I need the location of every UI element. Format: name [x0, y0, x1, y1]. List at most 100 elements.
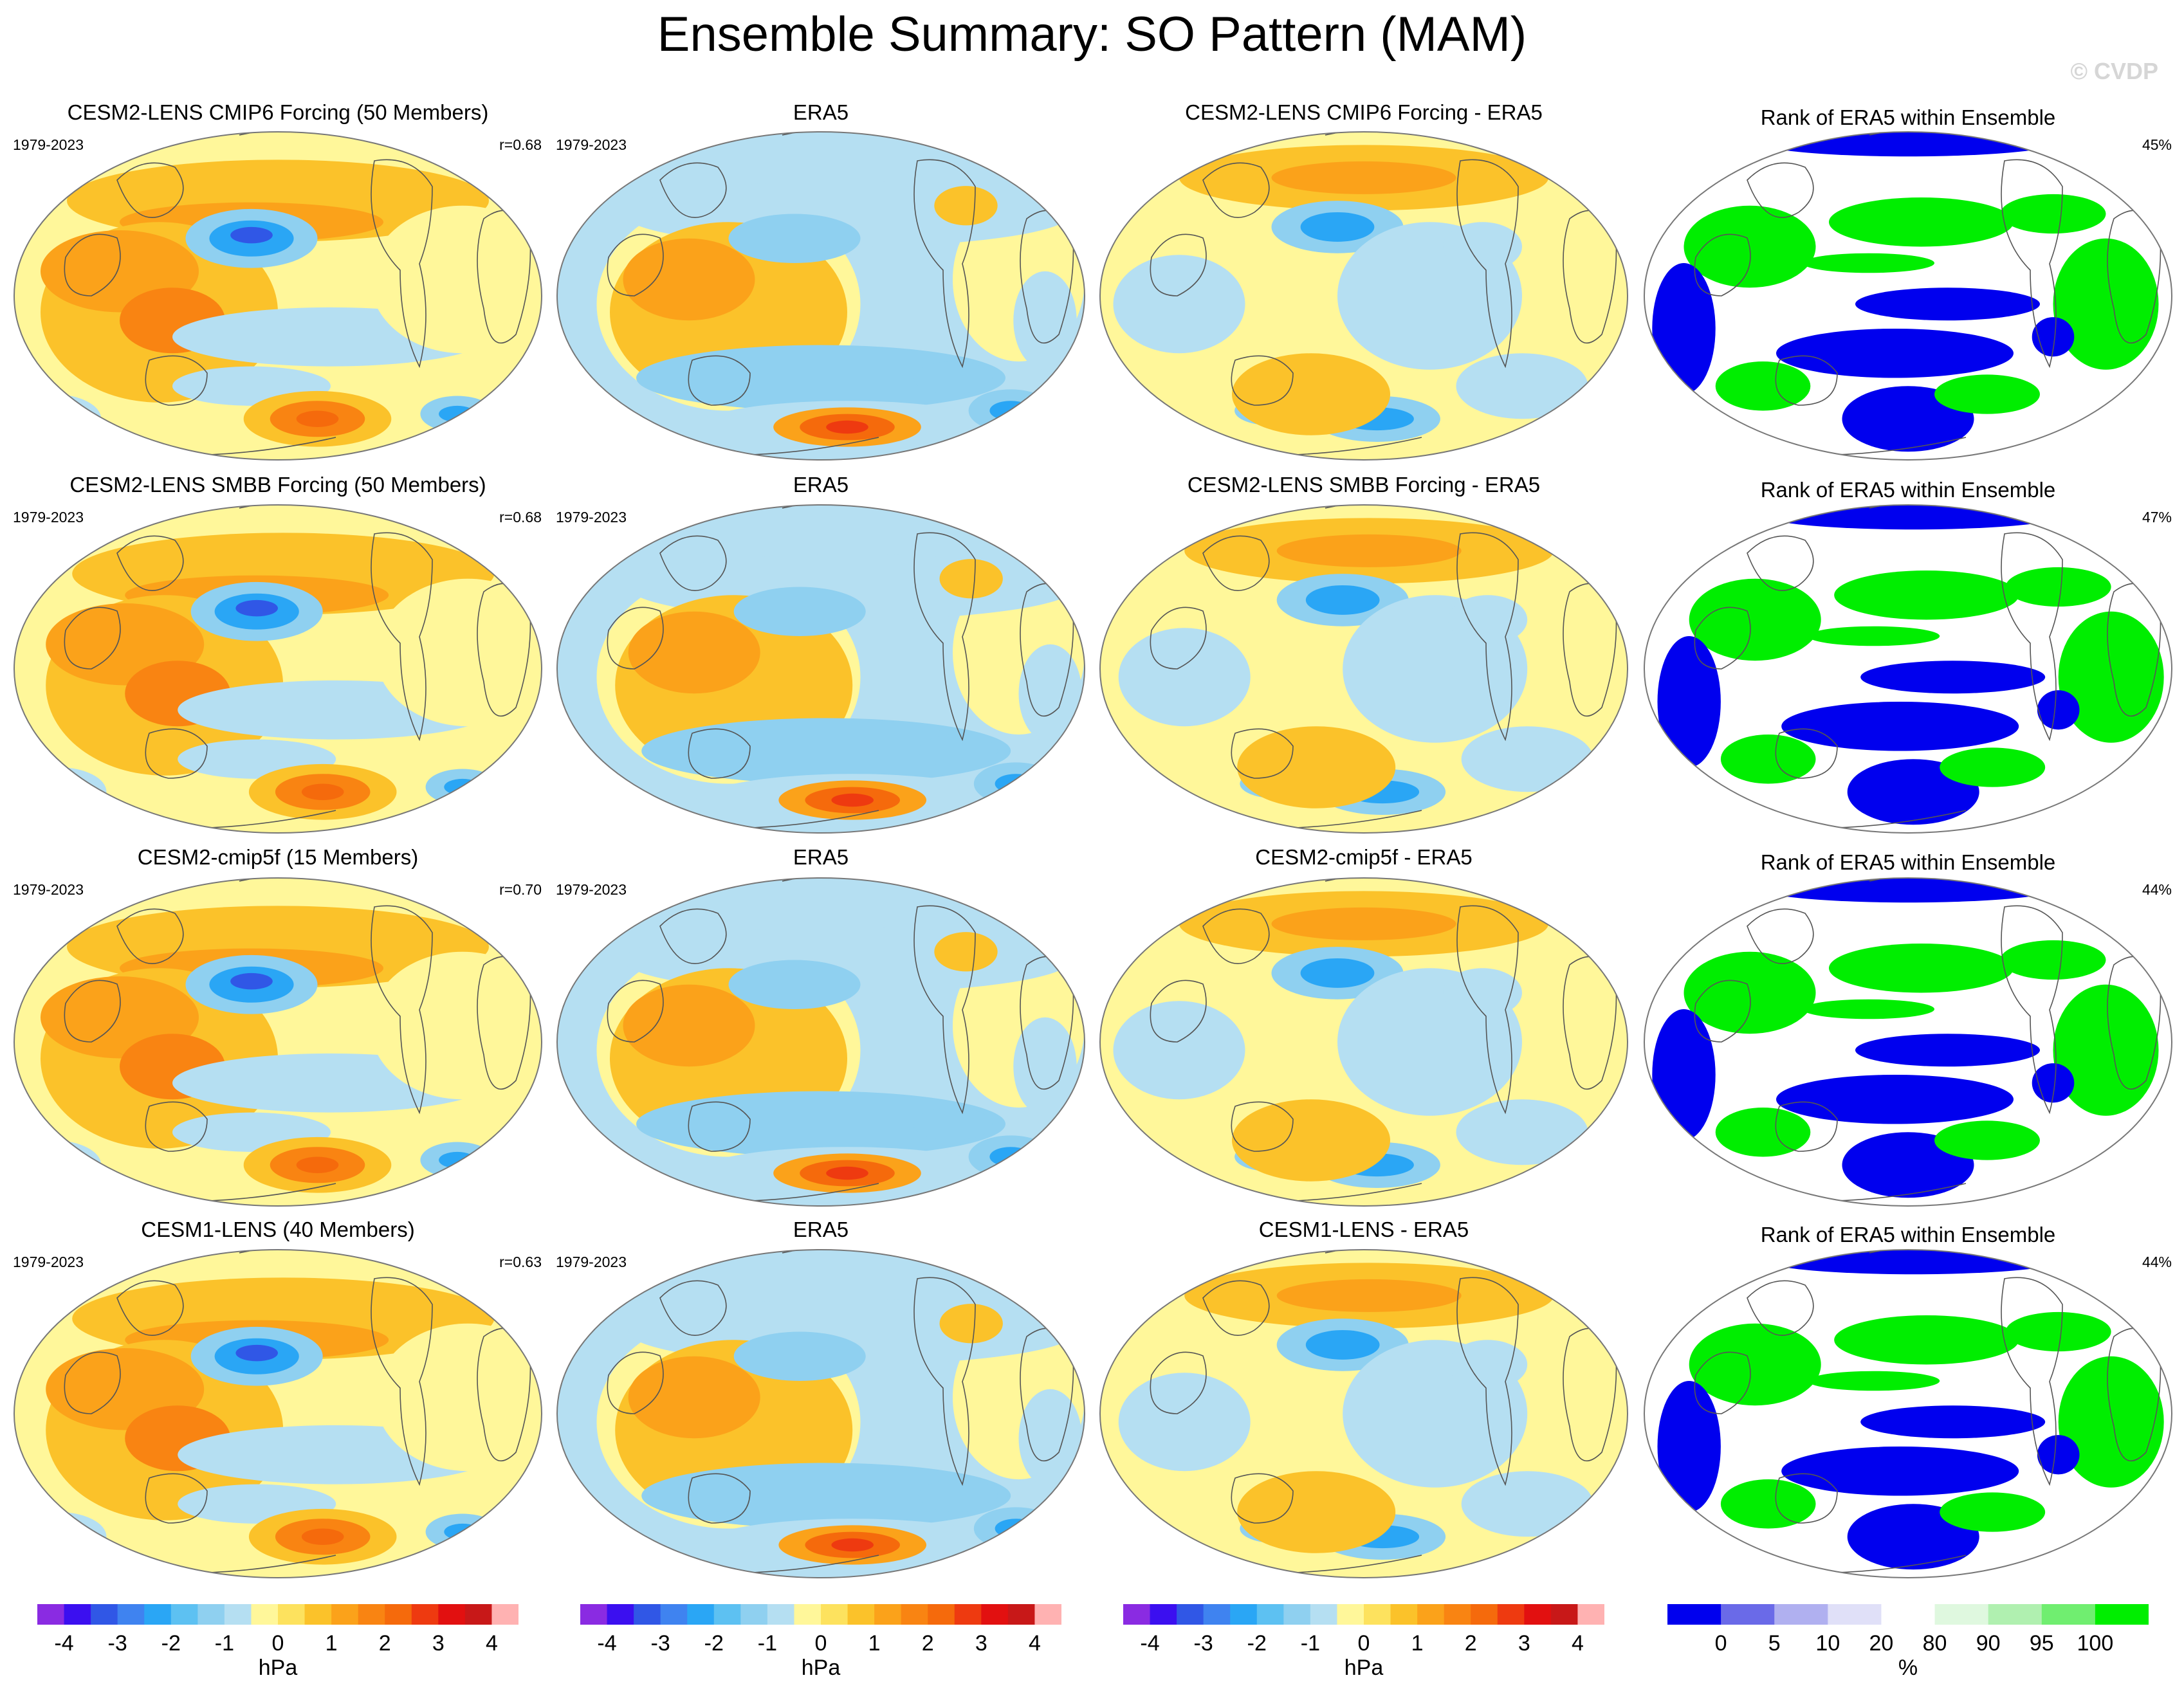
colorbar-swatch — [1283, 1604, 1311, 1625]
colorbar-swatch — [607, 1604, 634, 1625]
pattern-correlation: r=0.63 — [499, 1254, 542, 1270]
colorbar-tick-label: 0 — [271, 1631, 284, 1656]
contour-region — [1018, 1389, 1082, 1488]
contour-region — [831, 1538, 874, 1552]
contour-region — [1808, 626, 1940, 646]
coastline — [371, 159, 433, 369]
contour-region — [2058, 611, 2164, 743]
coastline — [145, 1101, 208, 1152]
colorbar-swatch — [928, 1604, 955, 1625]
contour-region — [1113, 1001, 1245, 1100]
colorbar-tick-label: -3 — [107, 1631, 127, 1656]
colorbar-tick-label: 2 — [378, 1631, 391, 1656]
coastline — [1747, 1280, 1814, 1336]
colorbar-unit: % — [1898, 1656, 1918, 1680]
colorbar-tick-label: 0 — [1357, 1631, 1370, 1656]
colorbar-swatch — [91, 1604, 118, 1625]
coastline — [1202, 162, 1270, 218]
contour-region — [2032, 1063, 2075, 1103]
contour-region — [1448, 1340, 1528, 1389]
contour-region — [1461, 1471, 1593, 1537]
coastline — [1202, 1280, 1270, 1336]
contour-region — [995, 774, 1038, 794]
rank-map — [1644, 877, 2172, 1207]
rank-colorbar — [1667, 1604, 2149, 1625]
coastline — [1694, 233, 1751, 297]
colorbar-tick-label: -1 — [214, 1631, 234, 1656]
contour-region — [1456, 353, 1588, 419]
period-label: 1979-2023 — [556, 509, 627, 525]
contour-region — [1657, 636, 1721, 767]
coastline — [1694, 1351, 1751, 1414]
colorbar-swatch — [1934, 1604, 1989, 1625]
coastline — [1775, 1473, 1838, 1524]
colorbar-swatch — [1337, 1604, 1364, 1625]
pressure-colorbar — [580, 1604, 1061, 1625]
colorbar-swatch — [224, 1604, 252, 1625]
contour-region — [1456, 1099, 1588, 1165]
colorbar-swatch — [874, 1604, 902, 1625]
coastline — [371, 532, 433, 742]
contour-region — [1781, 1447, 2019, 1496]
panel-title: Rank of ERA5 within Ensemble — [1760, 850, 2056, 874]
map-boundary — [556, 131, 1085, 461]
contour-region — [1013, 1017, 1077, 1116]
contour-region — [1276, 534, 1462, 567]
obs-map — [556, 131, 1085, 461]
contour-region — [1657, 1381, 1721, 1512]
contour-region — [1232, 353, 1390, 435]
period-label: 1979-2023 — [13, 1254, 84, 1270]
contour-region — [1776, 1075, 2014, 1124]
colorbar-swatch — [304, 1604, 332, 1625]
diff-map — [1099, 877, 1628, 1207]
pattern-correlation: r=0.68 — [499, 509, 542, 525]
contour-region — [1750, 878, 2066, 903]
panel-title: CESM2-cmip5f (15 Members) — [137, 845, 419, 869]
colorbar-tick-label: 1 — [325, 1631, 338, 1656]
colorbar-swatch — [1364, 1604, 1391, 1625]
colorbar-swatch — [2041, 1604, 2096, 1625]
coastline — [607, 233, 664, 297]
panel-title: Rank of ERA5 within Ensemble — [1760, 478, 2056, 502]
colorbar-swatch — [687, 1604, 715, 1625]
contour-region — [934, 932, 998, 972]
contour-region — [913, 361, 993, 394]
colorbar-swatch — [64, 1604, 91, 1625]
coastline — [1775, 728, 1838, 779]
contour-region — [1300, 958, 1375, 988]
coastline — [1456, 1277, 1519, 1486]
coastline — [688, 355, 751, 406]
contour-region — [1118, 628, 1251, 727]
panel-title: CESM2-LENS SMBB Forcing - ERA5 — [1187, 473, 1541, 497]
colorbar-swatch — [1203, 1604, 1231, 1625]
colorbar-tick-label: 4 — [1571, 1631, 1584, 1656]
coastline — [116, 162, 184, 218]
contour-region — [301, 1528, 344, 1545]
colorbar-swatch — [901, 1604, 928, 1625]
model-map — [14, 131, 542, 461]
diff-map — [1099, 504, 1628, 834]
contour-region — [1305, 585, 1380, 615]
panel-title: CESM1-LENS - ERA5 — [1258, 1218, 1469, 1241]
contour-region — [995, 1519, 1038, 1538]
colorbar-tick-label: 0 — [1714, 1631, 1727, 1656]
colorbar-swatch — [2095, 1604, 2149, 1625]
map-boundary — [1099, 877, 1628, 1207]
contour-region — [733, 587, 866, 636]
diff-map — [1099, 131, 1628, 461]
contour-region — [375, 578, 542, 727]
colorbar-tick-label: 3 — [975, 1631, 987, 1656]
map-boundary — [1099, 504, 1628, 834]
map-boundary — [14, 131, 542, 461]
period-label: 1979-2023 — [556, 881, 627, 898]
contour-region — [1018, 644, 1082, 743]
colorbar-swatch — [491, 1604, 518, 1625]
contour-region — [989, 1147, 1032, 1167]
colorbar-tick-label: -4 — [1140, 1631, 1160, 1656]
rank-percent: 45% — [2142, 136, 2172, 153]
model-map — [14, 877, 542, 1207]
contour-region — [1855, 288, 2040, 321]
coastline — [116, 1280, 184, 1336]
contour-region — [939, 559, 1003, 599]
coastline — [1456, 532, 1519, 742]
